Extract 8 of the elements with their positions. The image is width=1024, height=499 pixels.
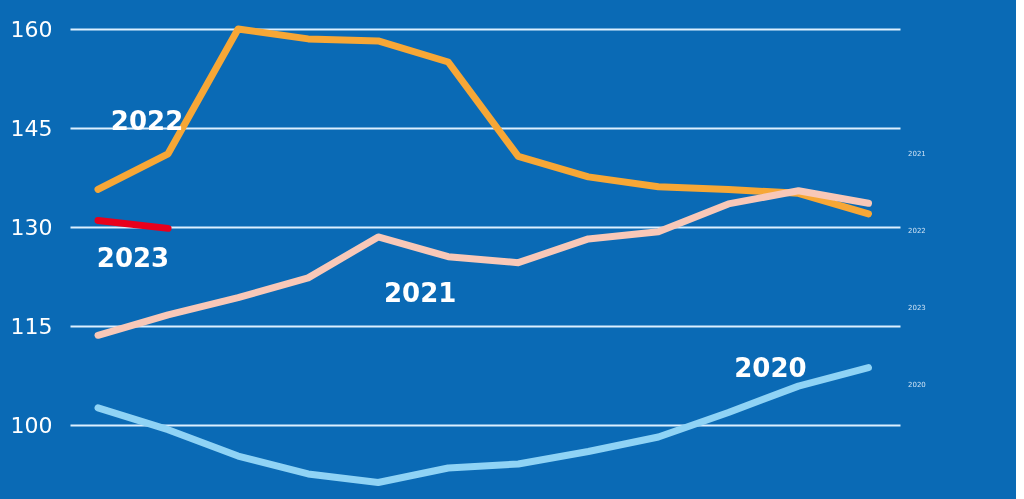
series-label: 2021: [384, 277, 457, 308]
series-label: 2023: [96, 243, 170, 274]
y-tick-label: 130: [10, 214, 53, 240]
y-tick-label: 115: [10, 313, 53, 339]
y-tick-label: 145: [10, 115, 53, 141]
series-label: 2020: [734, 352, 807, 383]
y-tick-label: 100: [10, 412, 53, 438]
y-tick-label: 160: [10, 16, 53, 42]
